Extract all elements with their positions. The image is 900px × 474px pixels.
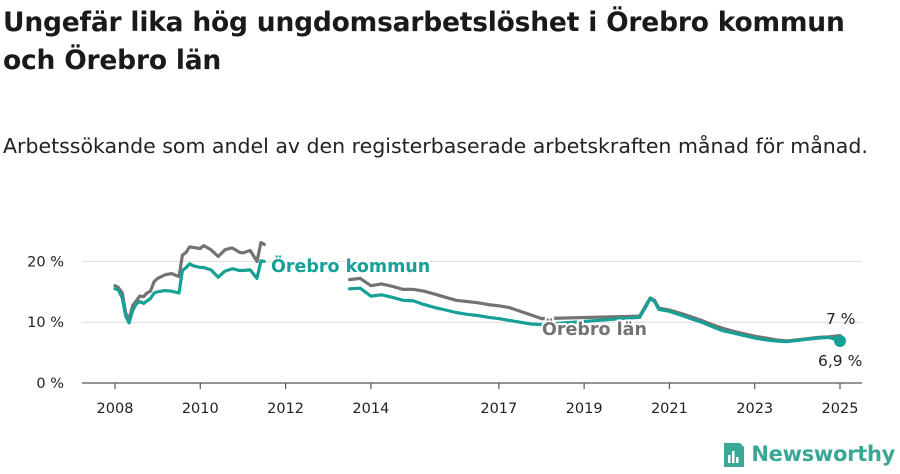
chart-title: Ungefär lika hög ungdomsarbetslöshet i Ö… bbox=[3, 7, 845, 76]
newsworthy-logo-icon bbox=[724, 443, 745, 467]
x-tick-label: 2025 bbox=[822, 401, 859, 417]
x-tick-label: 2021 bbox=[651, 401, 688, 417]
y-tick-label: 10 % bbox=[27, 315, 64, 331]
series-line-orebro-lan bbox=[113, 241, 266, 321]
series-label-orebro-kommun: Örebro kommun bbox=[271, 255, 430, 277]
end-value-label-orebro-kommun: 6,9 % bbox=[818, 352, 862, 370]
gridlines bbox=[82, 260, 862, 323]
x-tick-label: 2019 bbox=[566, 401, 603, 417]
axes: 0 % 10 % 20 % 2008 2010 2012 2014 2017 2019 2021 2… bbox=[27, 254, 862, 417]
series-line-orebro-kommun bbox=[113, 259, 266, 325]
series-end-point-orebro-kommun bbox=[834, 335, 846, 348]
series-label-orebro-lan: Örebro län bbox=[542, 318, 647, 340]
x-tick-label: 2008 bbox=[97, 401, 134, 417]
y-tick-label: 20 % bbox=[27, 254, 64, 270]
x-tick-label: 2023 bbox=[736, 401, 773, 417]
x-tick-label: 2010 bbox=[182, 401, 219, 417]
brand-name: Newsworthy bbox=[751, 442, 895, 466]
series-line-orebro-lan bbox=[348, 276, 642, 321]
y-tick-label: 0 % bbox=[36, 376, 64, 392]
series-line-orebro-kommun bbox=[348, 286, 642, 327]
brand-logo: Newsworthy bbox=[722, 440, 895, 468]
series-lines bbox=[113, 241, 846, 348]
end-value-label-orebro-lan: 7 % bbox=[826, 310, 856, 328]
series-labels: Örebro kommun Örebro län 7 % 6,9 % bbox=[269, 253, 862, 370]
x-tick-label: 2017 bbox=[480, 401, 517, 417]
series-line-orebro-kommun bbox=[638, 296, 842, 344]
x-tick-label: 2012 bbox=[267, 401, 304, 417]
chart-subtitle: Arbetssökande som andel av den registerb… bbox=[3, 134, 868, 158]
x-tick-label: 2014 bbox=[352, 401, 389, 417]
